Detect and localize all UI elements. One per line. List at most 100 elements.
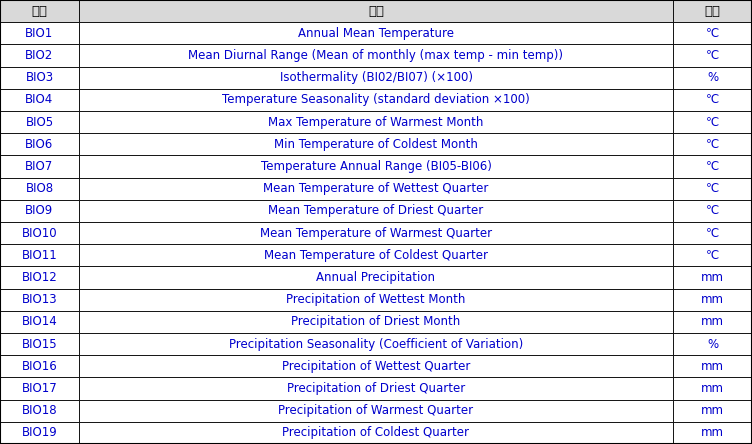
Text: Temperature Seasonality (standard deviation ×100): Temperature Seasonality (standard deviat… — [222, 93, 530, 107]
Bar — [673, 400, 752, 422]
Text: ℃: ℃ — [706, 182, 719, 195]
Text: Mean Temperature of Coldest Quarter: Mean Temperature of Coldest Quarter — [264, 249, 488, 262]
Bar — [0, 200, 79, 222]
Bar — [0, 111, 79, 133]
Text: BIO19: BIO19 — [22, 426, 57, 440]
Bar — [0, 178, 79, 200]
Bar — [0, 266, 79, 289]
Bar — [0, 333, 79, 355]
Bar — [673, 0, 752, 22]
Text: BIO13: BIO13 — [22, 293, 57, 306]
Text: mm: mm — [701, 271, 724, 284]
Bar — [0, 44, 79, 67]
Text: Min Temperature of Coldest Month: Min Temperature of Coldest Month — [274, 138, 478, 151]
Bar — [673, 266, 752, 289]
Text: mm: mm — [701, 404, 724, 417]
Bar — [0, 422, 79, 444]
Bar — [0, 89, 79, 111]
Bar — [0, 0, 79, 22]
Text: Precipitation of Wettest Quarter: Precipitation of Wettest Quarter — [282, 360, 470, 373]
Text: ℃: ℃ — [706, 226, 719, 240]
Text: Precipitation of Driest Month: Precipitation of Driest Month — [291, 315, 461, 329]
Bar — [673, 200, 752, 222]
Text: ℃: ℃ — [706, 204, 719, 218]
Bar — [0, 22, 79, 44]
Bar — [673, 355, 752, 377]
Text: Mean Diurnal Range (Mean of monthly (max temp - min temp)): Mean Diurnal Range (Mean of monthly (max… — [189, 49, 563, 62]
Text: 내용: 내용 — [368, 4, 384, 18]
Bar — [79, 244, 673, 266]
Bar — [79, 311, 673, 333]
Bar — [673, 422, 752, 444]
Text: Temperature Annual Range (BI05-BI06): Temperature Annual Range (BI05-BI06) — [260, 160, 492, 173]
Bar — [673, 333, 752, 355]
Bar — [79, 133, 673, 155]
Bar — [673, 289, 752, 311]
Bar — [79, 44, 673, 67]
Text: %: % — [707, 71, 718, 84]
Bar — [673, 111, 752, 133]
Text: BIO14: BIO14 — [22, 315, 57, 329]
Text: Isothermality (BI02/BI07) (×100): Isothermality (BI02/BI07) (×100) — [280, 71, 472, 84]
Bar — [79, 0, 673, 22]
Bar — [79, 200, 673, 222]
Bar — [79, 89, 673, 111]
Text: BIO9: BIO9 — [26, 204, 53, 218]
Bar — [79, 355, 673, 377]
Bar — [79, 178, 673, 200]
Text: BIO3: BIO3 — [26, 71, 53, 84]
Text: 변수: 변수 — [32, 4, 47, 18]
Text: Mean Temperature of Warmest Quarter: Mean Temperature of Warmest Quarter — [260, 226, 492, 240]
Text: %: % — [707, 337, 718, 351]
Bar — [0, 400, 79, 422]
Text: BIO15: BIO15 — [22, 337, 57, 351]
Bar — [79, 222, 673, 244]
Text: BIO10: BIO10 — [22, 226, 57, 240]
Text: Precipitation of Warmest Quarter: Precipitation of Warmest Quarter — [278, 404, 474, 417]
Bar — [0, 244, 79, 266]
Text: Max Temperature of Warmest Month: Max Temperature of Warmest Month — [268, 115, 484, 129]
Bar — [79, 266, 673, 289]
Text: BIO16: BIO16 — [22, 360, 57, 373]
Bar — [673, 222, 752, 244]
Text: Precipitation of Driest Quarter: Precipitation of Driest Quarter — [287, 382, 465, 395]
Bar — [0, 133, 79, 155]
Text: BIO17: BIO17 — [22, 382, 57, 395]
Text: mm: mm — [701, 360, 724, 373]
Bar — [0, 155, 79, 178]
Text: ℃: ℃ — [706, 138, 719, 151]
Bar — [79, 422, 673, 444]
Bar — [79, 289, 673, 311]
Bar — [79, 333, 673, 355]
Bar — [79, 111, 673, 133]
Text: Precipitation Seasonality (Coefficient of Variation): Precipitation Seasonality (Coefficient o… — [229, 337, 523, 351]
Text: BIO12: BIO12 — [22, 271, 57, 284]
Text: BIO2: BIO2 — [26, 49, 53, 62]
Text: ℃: ℃ — [706, 27, 719, 40]
Text: Mean Temperature of Wettest Quarter: Mean Temperature of Wettest Quarter — [263, 182, 489, 195]
Bar — [79, 155, 673, 178]
Bar — [0, 355, 79, 377]
Bar — [673, 311, 752, 333]
Bar — [673, 178, 752, 200]
Text: BIO1: BIO1 — [26, 27, 53, 40]
Bar — [0, 289, 79, 311]
Text: Precipitation of Coldest Quarter: Precipitation of Coldest Quarter — [283, 426, 469, 440]
Text: BIO18: BIO18 — [22, 404, 57, 417]
Text: ℃: ℃ — [706, 115, 719, 129]
Bar — [0, 67, 79, 89]
Text: mm: mm — [701, 293, 724, 306]
Text: mm: mm — [701, 315, 724, 329]
Bar — [673, 244, 752, 266]
Text: mm: mm — [701, 382, 724, 395]
Text: BIO4: BIO4 — [26, 93, 53, 107]
Bar — [673, 377, 752, 400]
Text: BIO11: BIO11 — [22, 249, 57, 262]
Text: ℃: ℃ — [706, 249, 719, 262]
Text: ℃: ℃ — [706, 49, 719, 62]
Text: mm: mm — [701, 426, 724, 440]
Bar — [79, 22, 673, 44]
Bar — [673, 89, 752, 111]
Text: BIO8: BIO8 — [26, 182, 53, 195]
Bar — [673, 44, 752, 67]
